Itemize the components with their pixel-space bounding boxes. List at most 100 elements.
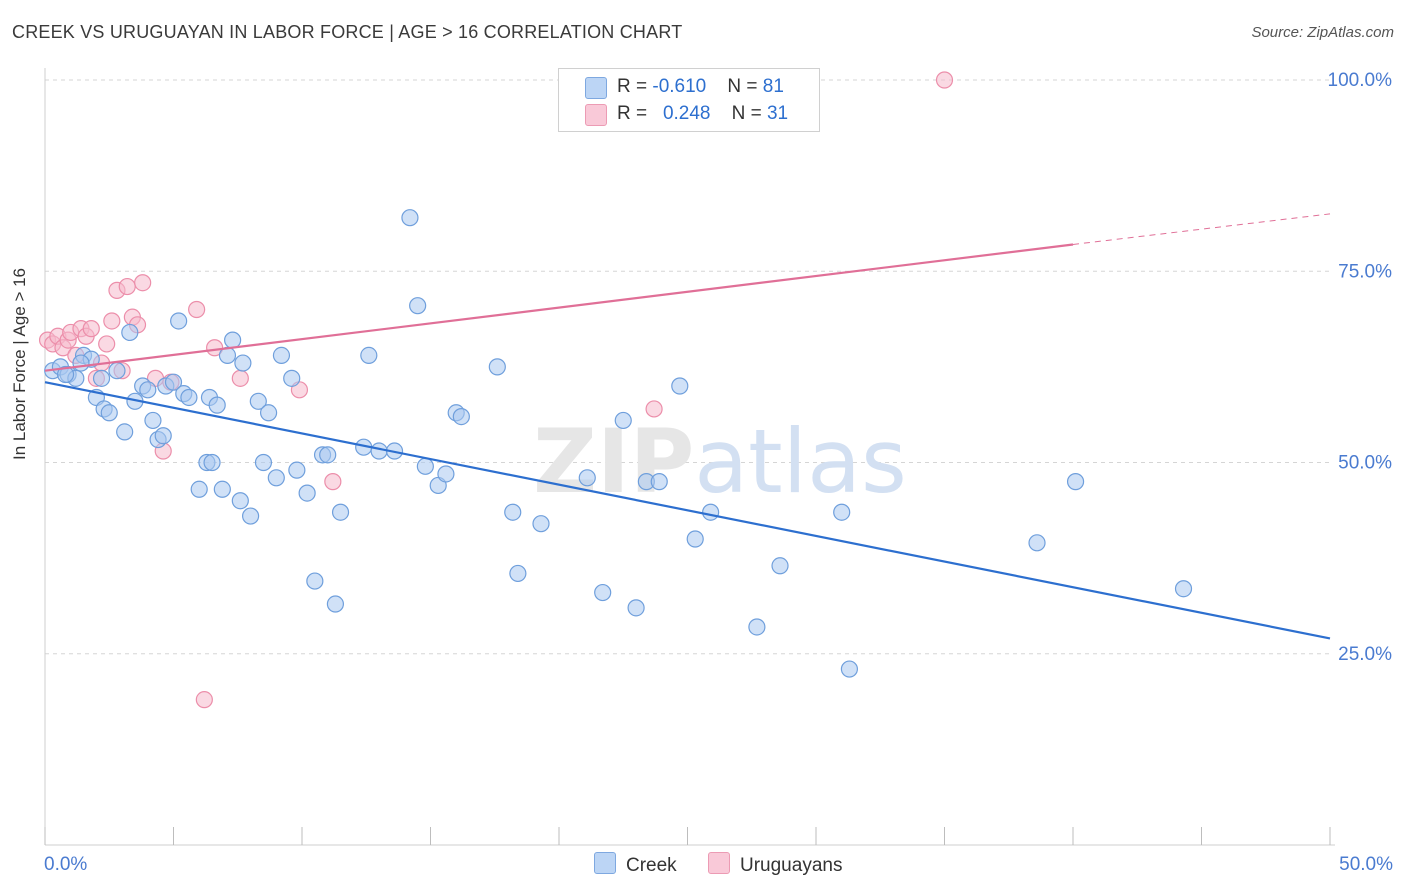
creek-point — [272, 346, 291, 364]
source-label: Source: ZipAtlas.com — [1251, 24, 1394, 41]
creek-point — [100, 404, 118, 422]
creek-point — [771, 557, 789, 575]
creek-point — [231, 492, 249, 510]
creek-point — [154, 427, 172, 445]
creek-point — [116, 423, 134, 441]
creek-point — [326, 595, 345, 613]
creek-point — [164, 373, 183, 391]
uruguayans-point — [195, 691, 213, 709]
creek-point — [1174, 580, 1193, 598]
creek-point — [594, 583, 612, 602]
creek-point — [144, 411, 162, 430]
tick-labels: 25.0% 50.0% 75.0% 100.0% 0.0% 50.0% — [44, 70, 1393, 875]
creek-points — [44, 209, 1193, 678]
y-tick-label: 75.0% — [1338, 261, 1392, 282]
uruguayans-swatch — [708, 852, 730, 874]
creek-point — [650, 473, 668, 491]
legend-r-value-creek: -0.610 — [652, 76, 707, 97]
creek-point — [748, 618, 766, 636]
creek-point — [190, 480, 208, 498]
uruguayans-point — [645, 400, 663, 418]
creek-point — [170, 312, 188, 330]
creek-point — [283, 369, 301, 387]
creek-point — [92, 369, 111, 387]
uruguayans-trend-line — [44, 243, 1074, 372]
creek-point — [614, 411, 632, 430]
axes — [44, 68, 1335, 846]
uruguayans-point — [98, 335, 116, 353]
legend-r-label: R = — [617, 76, 653, 97]
creek-point — [532, 515, 550, 533]
creek-point — [409, 297, 427, 315]
uruguayans-point — [324, 473, 342, 491]
creek-point — [208, 396, 226, 414]
creek-point — [180, 388, 198, 407]
uruguayans-swatch — [585, 104, 607, 126]
legend-n-value-creek: 81 — [762, 76, 784, 97]
creek-point — [1028, 534, 1046, 552]
creek-point — [416, 457, 434, 475]
creek-point — [259, 404, 278, 422]
creek-point — [452, 408, 470, 426]
creek-point — [504, 503, 522, 521]
creek-point — [121, 323, 139, 342]
creek-point — [401, 209, 419, 227]
bottom-legend-creek-label: Creek — [626, 855, 677, 876]
legend: R = -0.610 N = 81 R = 0.248 N = 31 — [558, 68, 820, 132]
bottom-legend-creek: Creek — [594, 852, 677, 877]
creek-point — [1066, 473, 1085, 491]
uruguayans-point — [118, 277, 136, 296]
creek-point — [234, 354, 252, 372]
creek-point — [72, 354, 90, 372]
creek-point — [627, 599, 645, 617]
uruguayans-point — [82, 320, 100, 338]
y-tick-label: 25.0% — [1338, 644, 1392, 665]
bottom-legend-uruguayans: Uruguayans — [708, 852, 842, 877]
creek-point — [671, 377, 689, 395]
creek-swatch — [594, 852, 616, 874]
creek-point — [840, 660, 859, 678]
uruguayans-trend-extension — [1072, 213, 1331, 245]
y-tick-label: 100.0% — [1328, 70, 1393, 91]
watermark: ZIPatlas — [533, 410, 907, 513]
x-tick-label: 50.0% — [1339, 854, 1393, 875]
chart-title: CREEK VS URUGUAYAN IN LABOR FORCE | AGE … — [12, 22, 683, 42]
uruguayans-point — [935, 71, 954, 89]
legend-n-label: N = — [731, 103, 767, 124]
uruguayans-point — [231, 369, 249, 387]
creek-point — [298, 484, 316, 502]
creek-swatch — [585, 77, 607, 99]
creek-point — [203, 453, 221, 472]
x-tick-label: 0.0% — [44, 854, 87, 875]
creek-point — [306, 572, 324, 590]
creek-point — [686, 530, 704, 548]
legend-r-value-uruguayans: 0.248 — [662, 103, 711, 124]
bottom-legend-uruguayans-label: Uruguayans — [740, 855, 843, 876]
legend-n-value-uruguayans: 31 — [766, 103, 789, 124]
creek-point — [254, 453, 273, 472]
creek-trend-line — [44, 381, 1331, 640]
creek-point — [702, 503, 720, 521]
y-tick-label: 50.0% — [1338, 453, 1392, 474]
creek-point — [437, 465, 455, 483]
creek-point — [56, 365, 75, 384]
creek-point — [108, 362, 126, 380]
creek-point — [267, 469, 285, 487]
creek-point — [249, 392, 267, 410]
creek-point — [139, 381, 157, 399]
creek-point — [224, 331, 242, 349]
y-axis-label: In Labor Force | Age > 16 — [10, 267, 29, 460]
creek-point — [319, 446, 337, 464]
creek-point — [331, 503, 350, 521]
legend-r-label: R = — [617, 103, 653, 124]
uruguayans-point — [103, 312, 121, 330]
creek-point — [509, 564, 527, 583]
uruguayans-point — [188, 300, 206, 319]
uruguayans-point — [134, 274, 152, 292]
creek-point — [833, 503, 851, 521]
creek-point — [213, 480, 231, 498]
trend-lines — [44, 213, 1331, 640]
creek-point — [488, 358, 506, 376]
creek-point — [242, 507, 260, 525]
